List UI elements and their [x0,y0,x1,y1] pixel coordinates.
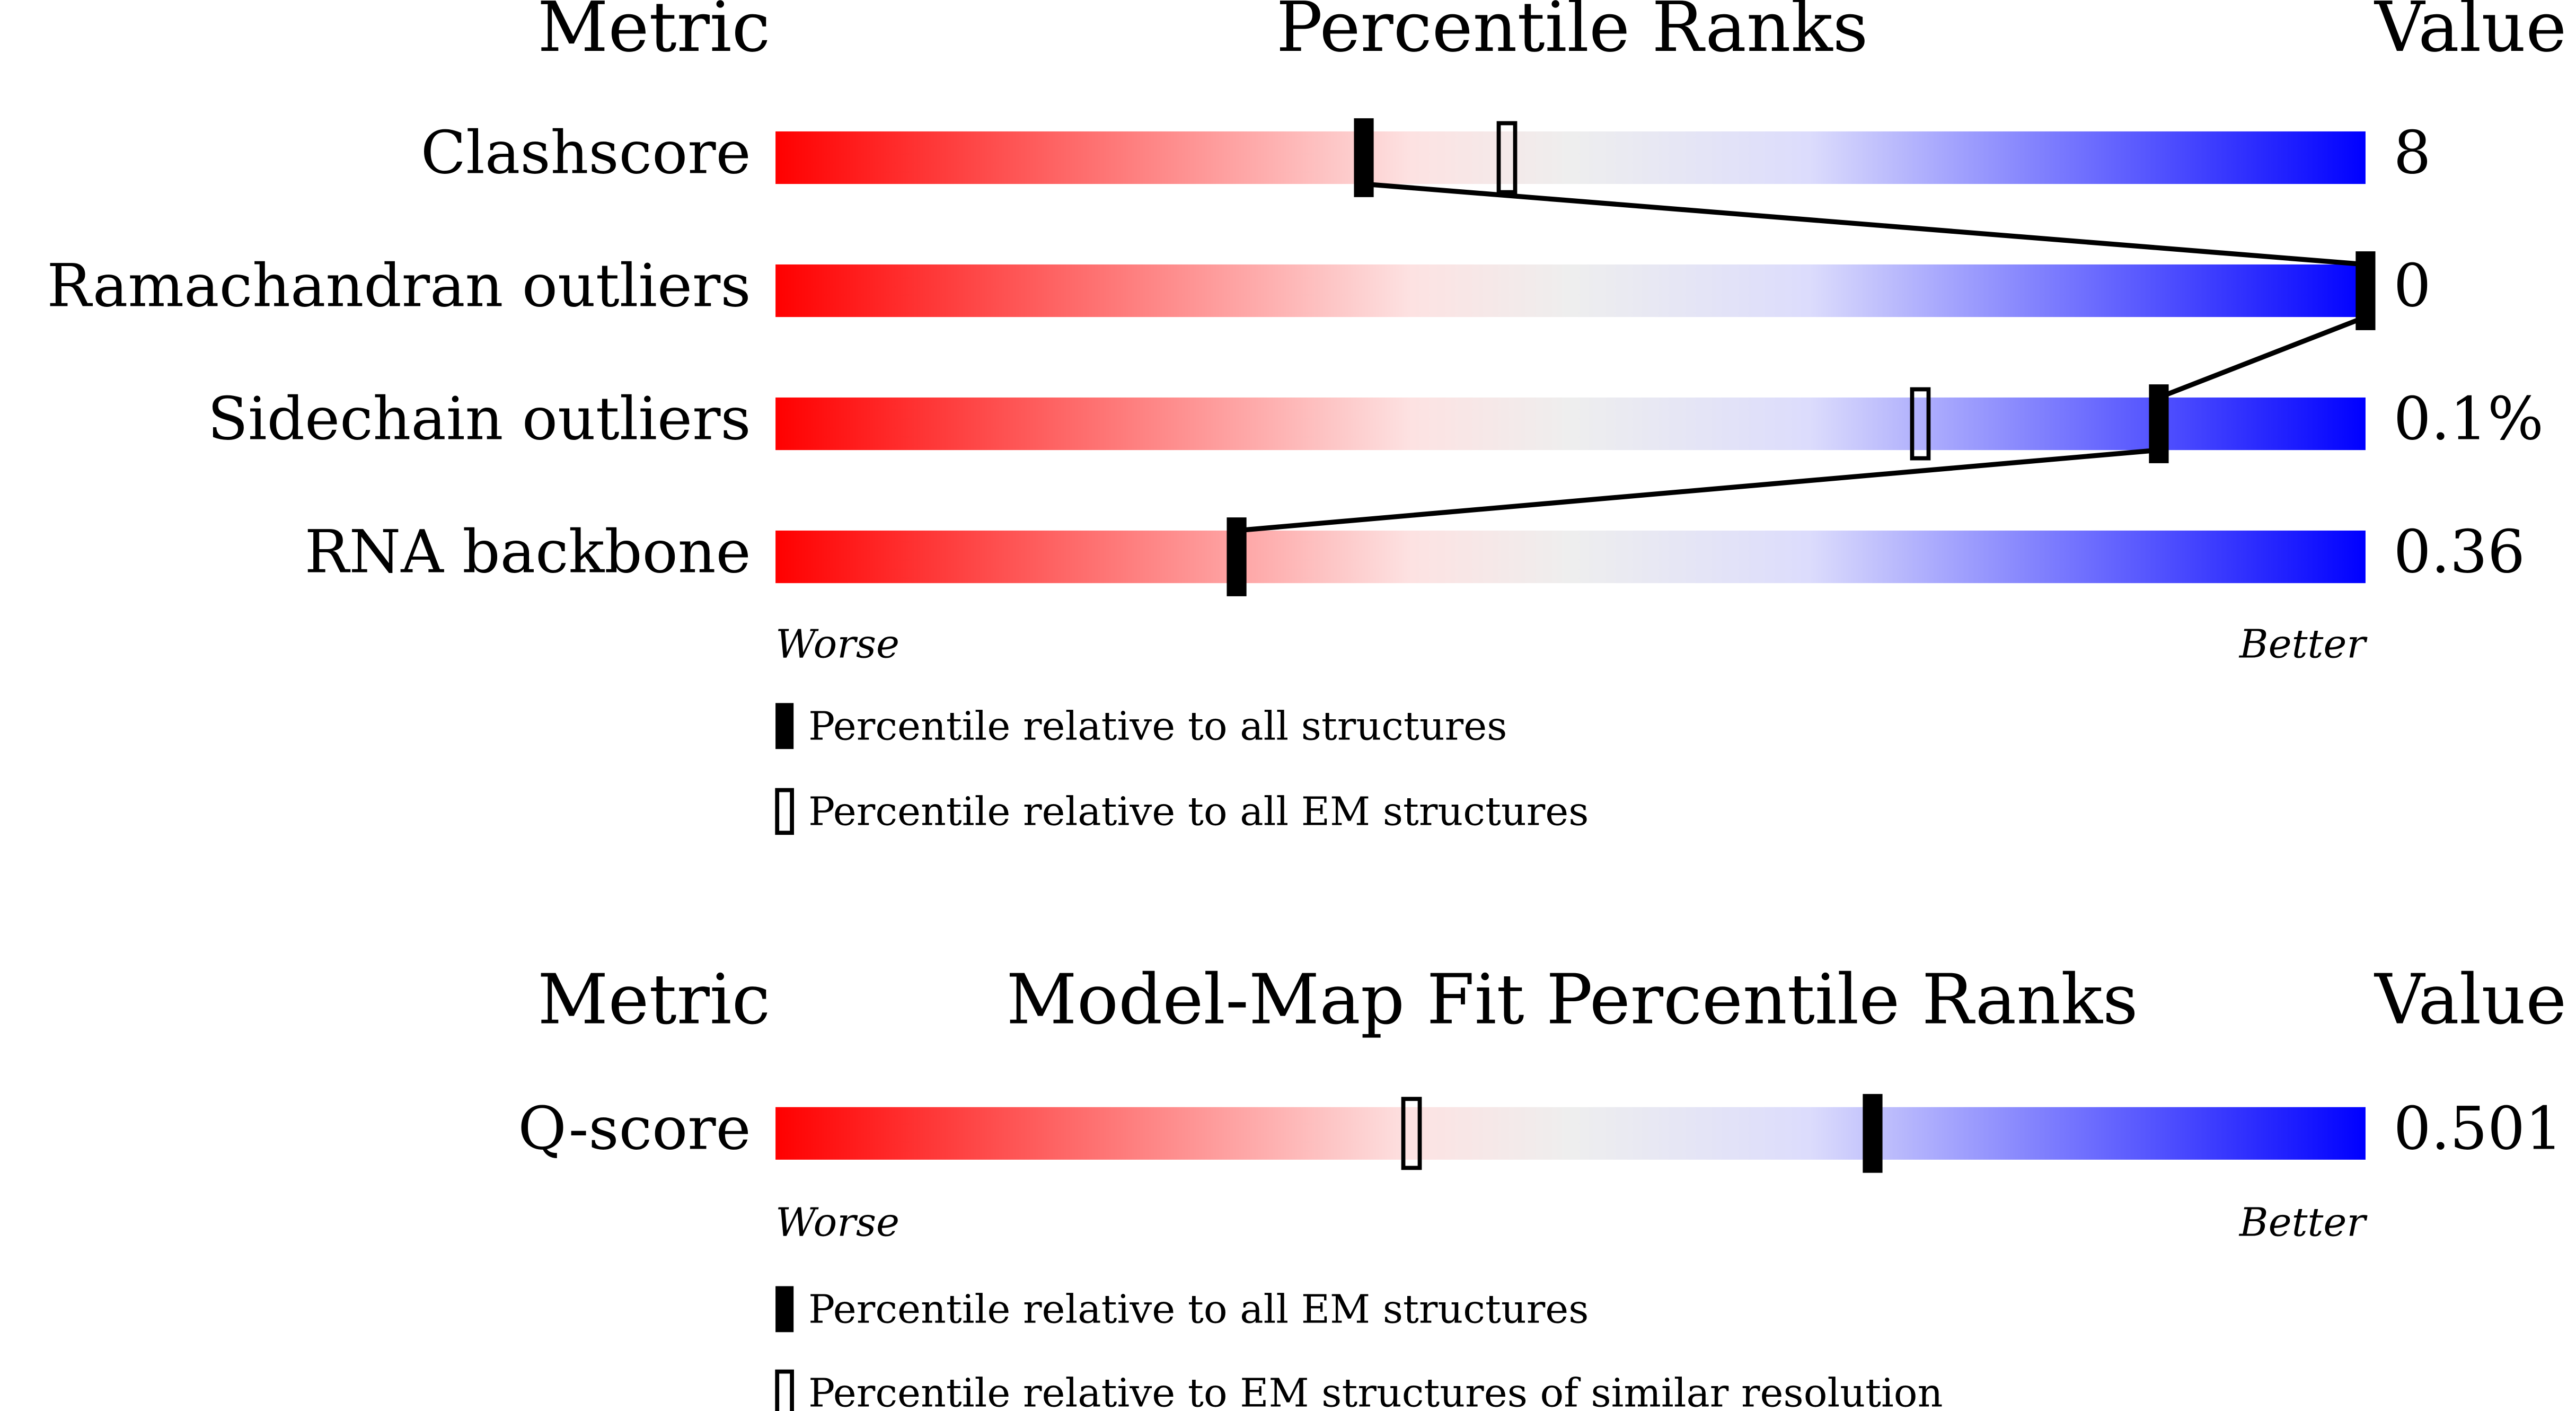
metric-value: 8 [2394,118,2431,187]
percentile-bar [775,530,2366,584]
legend-filled [775,703,794,749]
marker-filled [1863,1093,1883,1173]
axis-worse: Worse [775,621,899,667]
legend-label: Percentile relative to EM structures of … [808,1370,1943,1411]
header-value: Value [2374,0,2566,67]
percentile-bar [775,1107,2366,1160]
connector [1236,447,2159,533]
axis-better: Better [2238,621,2368,667]
header-metric: Metric [537,959,770,1040]
metric-label: Ramachandran outliers [47,252,751,321]
percentile-bar [775,131,2366,184]
connector [1363,181,2366,267]
metric-label: Q-score [518,1094,751,1163]
axis-worse: Worse [775,1199,899,1245]
metric-value: 0 [2394,252,2431,321]
percentile-bar [775,397,2366,451]
legend-filled [775,1286,794,1333]
connector [2158,314,2367,400]
header-value: Value [2374,959,2566,1040]
metric-label: Clashscore [421,118,751,187]
marker-open [1910,387,1931,461]
header-metric: Metric [537,0,770,67]
legend-open [775,788,794,835]
legend-open [775,1369,794,1411]
metric-value: 0.36 [2394,518,2525,587]
header-title: Model-Map Fit Percentile Ranks [1006,959,2138,1040]
marker-open [1401,1097,1422,1170]
legend-label: Percentile relative to all EM structures [808,1286,1589,1333]
marker-open [1496,121,1518,195]
legend-label: Percentile relative to all structures [808,703,1507,749]
legend-label: Percentile relative to all EM structures [808,789,1589,835]
metric-label: RNA backbone [305,518,751,587]
metric-label: Sidechain outliers [208,385,751,454]
percentile-bar [775,264,2366,318]
metric-value: 0.501 [2394,1094,2563,1163]
metric-value: 0.1% [2394,385,2544,454]
axis-better: Better [2238,1199,2368,1245]
header-title: Percentile Ranks [1276,0,1868,67]
